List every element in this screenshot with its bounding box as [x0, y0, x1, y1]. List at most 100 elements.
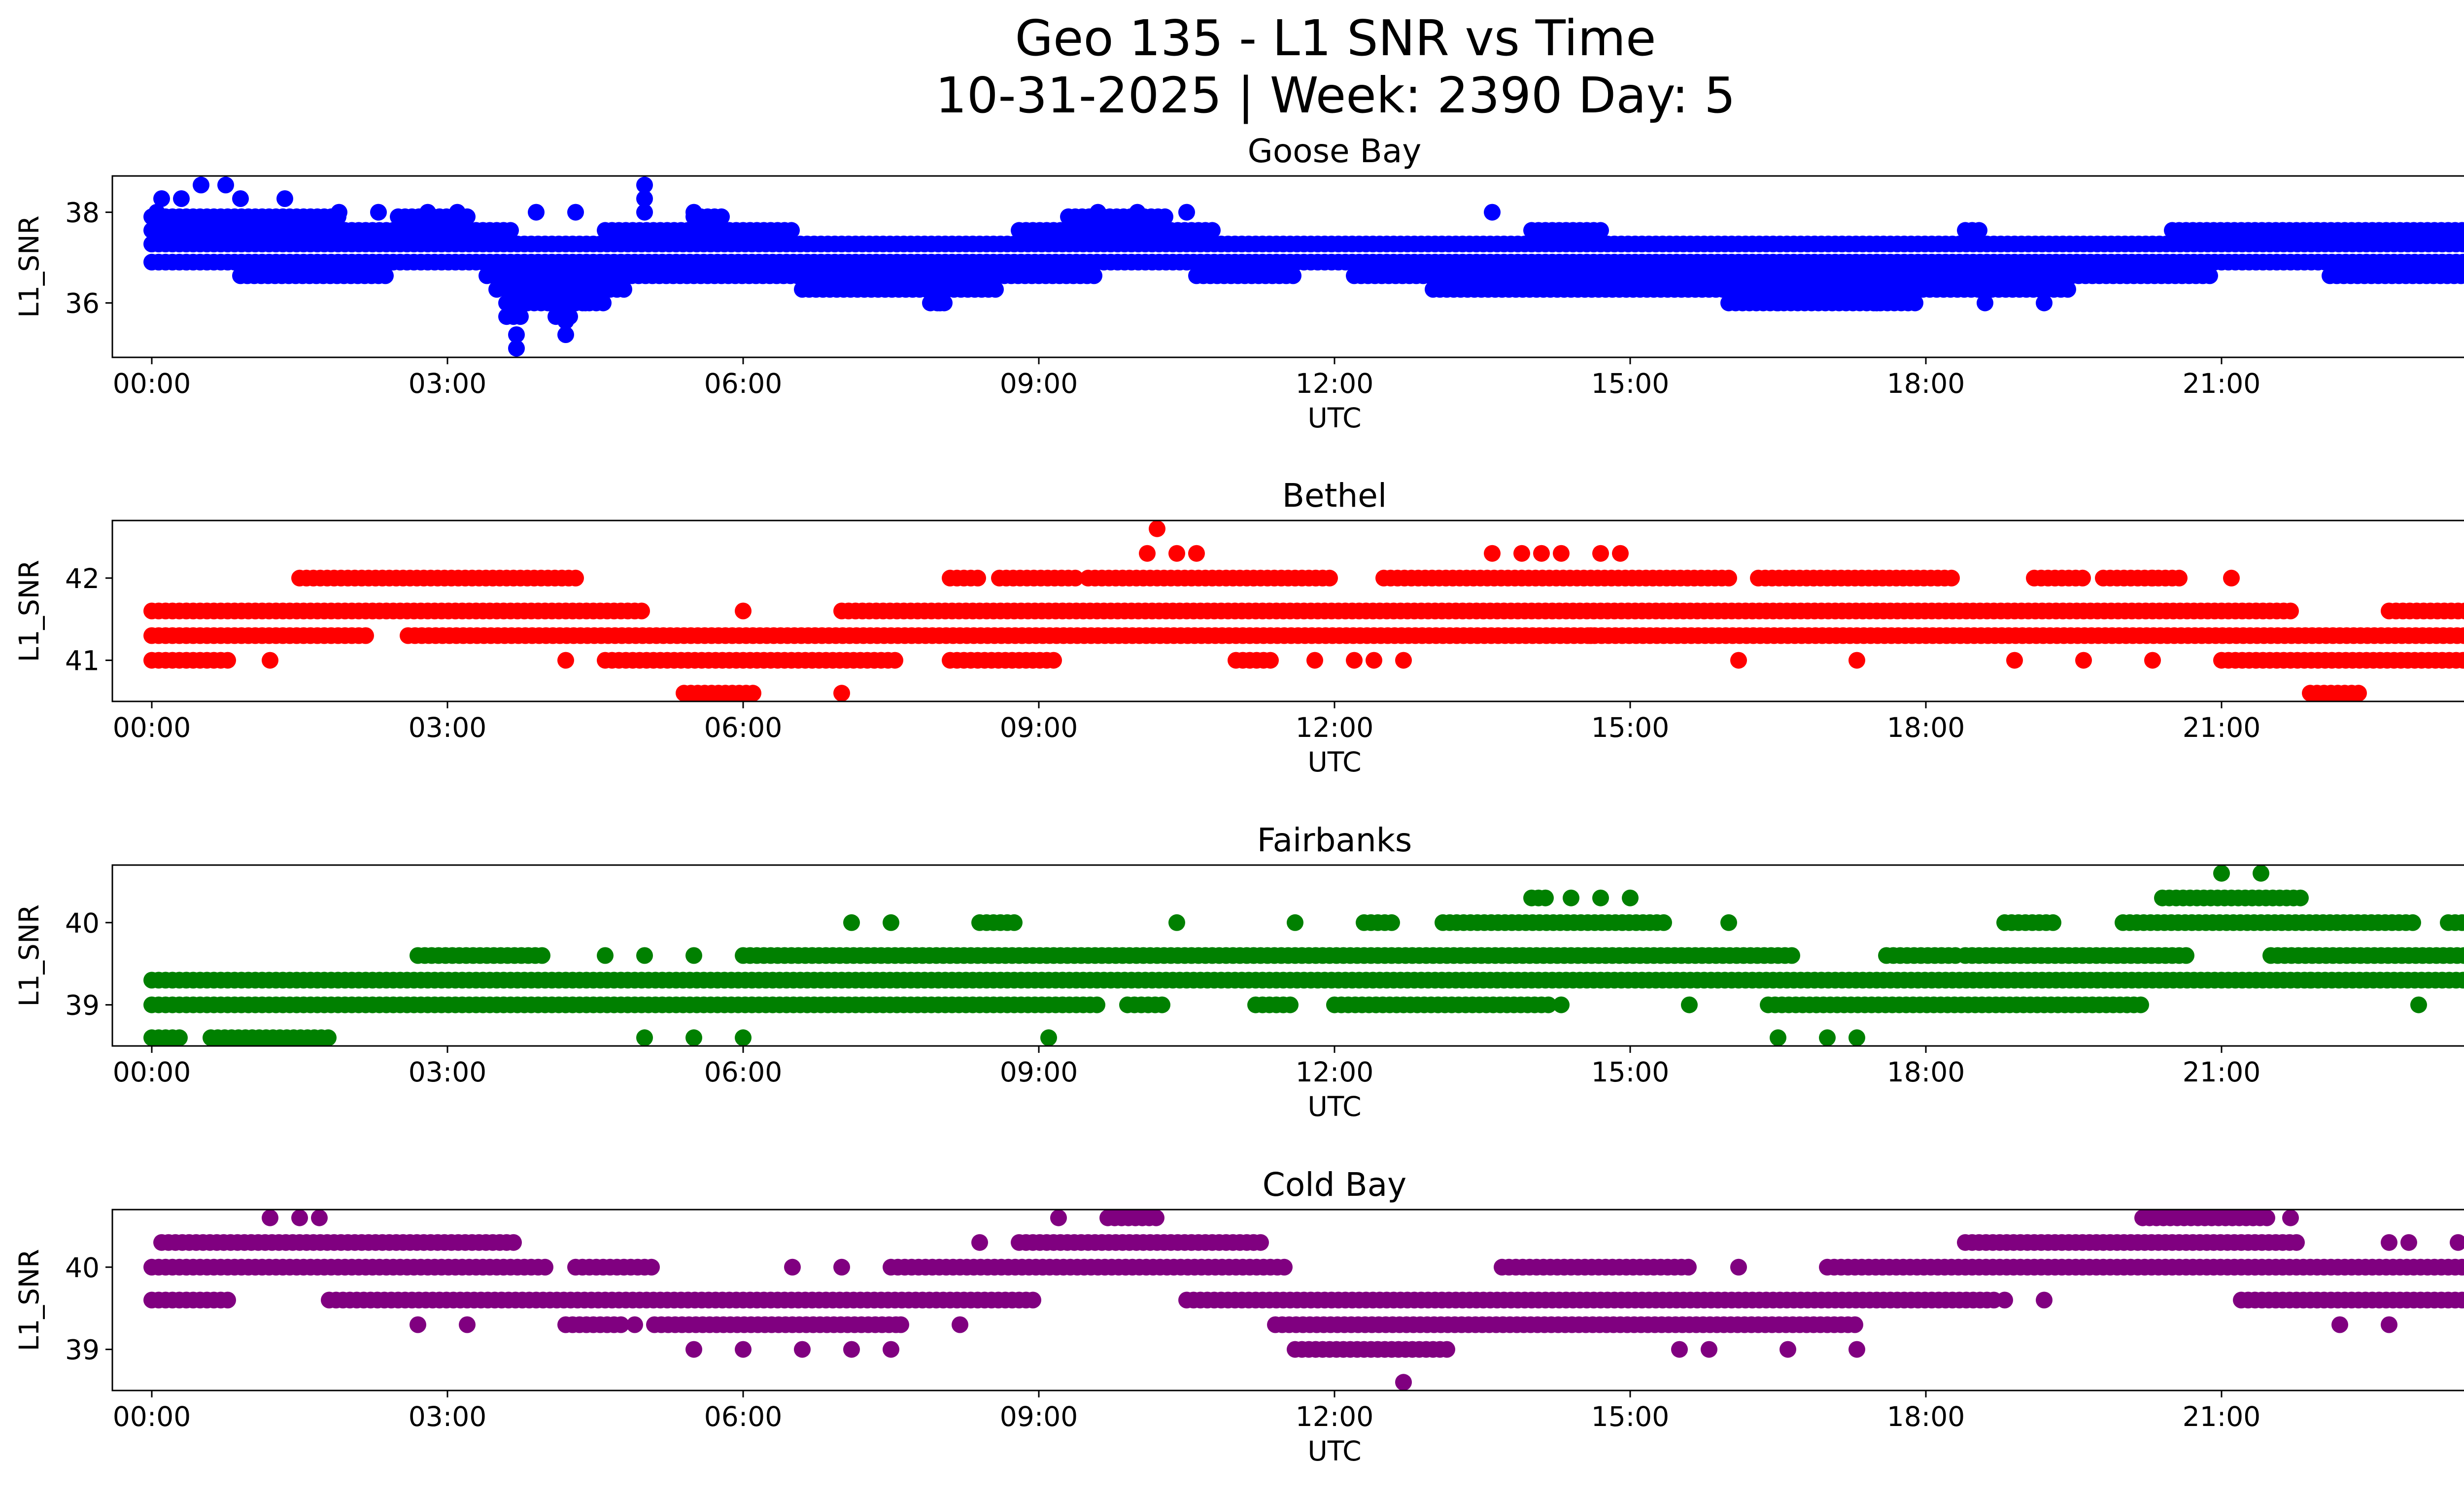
- data-point: [2331, 1316, 2348, 1333]
- subplot-title: Fairbanks: [1257, 821, 1412, 859]
- data-point: [2461, 1293, 2464, 1307]
- data-point: [1730, 1258, 1747, 1276]
- data-point: [2171, 569, 2188, 587]
- data-point: [595, 294, 612, 312]
- data-point: [1484, 204, 1501, 221]
- x-tick-label: 03:00: [409, 368, 487, 399]
- data-point: [969, 569, 986, 587]
- data-point: [843, 914, 860, 931]
- data-point: [636, 1029, 653, 1046]
- data-point: [597, 947, 614, 964]
- data-point: [1346, 652, 1363, 669]
- subplots-group: Goose Bay 00:00 03:00 06:00 09:00 12:00 15:00 1…: [13, 132, 2464, 1467]
- x-tick-label: 06:00: [704, 1401, 783, 1432]
- data-point: [1671, 1341, 1688, 1358]
- x-tick-label: 21:00: [2183, 1401, 2261, 1432]
- subplot-title: Bethel: [1282, 477, 1387, 515]
- data-point: [1006, 914, 1023, 931]
- x-tick-label: 00:00: [113, 712, 191, 743]
- data-point: [892, 1316, 909, 1333]
- data-point: [2461, 916, 2464, 930]
- data-point: [1188, 545, 1205, 562]
- data-point: [613, 1316, 629, 1333]
- data-point: [577, 294, 594, 312]
- x-tick-label: 21:00: [2183, 712, 2261, 743]
- data-point: [557, 313, 574, 330]
- data-point: [557, 326, 574, 343]
- x-tick-label: 15:00: [1591, 1401, 1670, 1432]
- data-point: [1438, 1341, 1455, 1358]
- data-point: [1592, 889, 1609, 906]
- data-point: [1592, 222, 1609, 239]
- data-point: [685, 1029, 702, 1046]
- data-point: [1977, 294, 1993, 312]
- data-point: [1847, 1316, 1863, 1333]
- y-tick-label: 38: [65, 197, 100, 229]
- data-point: [1680, 1258, 1697, 1276]
- data-point: [2144, 569, 2161, 587]
- data-point: [1513, 545, 1530, 562]
- data-point: [1484, 545, 1501, 562]
- data-point: [2132, 996, 2149, 1013]
- data-point: [1366, 652, 1382, 669]
- data-point: [1553, 996, 1570, 1013]
- x-tick-label: 15:00: [1591, 712, 1670, 743]
- data-point: [794, 1341, 811, 1358]
- data-point: [2253, 865, 2269, 882]
- x-axis-label: UTC: [1307, 402, 1361, 434]
- data-point: [2259, 1210, 2275, 1226]
- data-point: [1533, 545, 1550, 562]
- data-point: [2462, 974, 2464, 986]
- data-point: [311, 1210, 328, 1226]
- data-point: [1086, 267, 1102, 284]
- data-point: [459, 1316, 476, 1333]
- data-point: [626, 1316, 643, 1333]
- figure-title-line2: 10-31-2025 | Week: 2390 Day: 5: [935, 67, 1735, 124]
- data-point: [171, 1029, 188, 1046]
- y-tick-label: 36: [65, 288, 100, 319]
- data-point: [932, 294, 949, 312]
- x-tick-label: 18:00: [1887, 712, 1965, 743]
- data-point: [1395, 1374, 1412, 1391]
- data-point: [2059, 281, 2076, 298]
- data-point: [2404, 914, 2421, 931]
- x-tick-label: 06:00: [704, 368, 783, 399]
- data-point: [2036, 1291, 2053, 1309]
- data-point: [1067, 569, 1084, 587]
- data-point: [2463, 630, 2464, 641]
- subplot-4: Cold Bay 00:00 03:00 06:00 09:00 12:00 15:00 18…: [13, 1166, 2464, 1467]
- data-point: [567, 569, 584, 587]
- data-point: [833, 1258, 850, 1276]
- data-point: [502, 222, 519, 239]
- subplot-3: Fairbanks 00:00 03:00 06:00 09:00 12:00 15:00 1…: [13, 821, 2464, 1122]
- data-point: [883, 1341, 899, 1358]
- series-markers: [143, 521, 2464, 701]
- y-tick-label: 39: [65, 1334, 100, 1366]
- data-point: [2213, 865, 2230, 882]
- data-point: [2456, 947, 2464, 964]
- data-point: [512, 308, 529, 325]
- data-point: [370, 204, 387, 221]
- data-point: [2036, 294, 2053, 312]
- data-point: [1285, 267, 1301, 284]
- data-point: [377, 267, 394, 284]
- data-point: [2455, 972, 2464, 989]
- x-tick-label: 03:00: [409, 712, 487, 743]
- data-point: [449, 204, 466, 221]
- data-point: [952, 1316, 968, 1333]
- data-point: [685, 947, 702, 964]
- data-point: [1040, 1029, 1057, 1046]
- data-point: [567, 204, 584, 221]
- data-point: [217, 176, 234, 194]
- data-point: [508, 340, 525, 357]
- data-point: [713, 208, 730, 225]
- data-point: [2454, 1291, 2464, 1309]
- x-axis-label: UTC: [1307, 746, 1361, 778]
- data-point: [1971, 222, 1987, 239]
- x-tick-label: 12:00: [1296, 1056, 1374, 1088]
- data-point: [2462, 256, 2464, 268]
- y-tick-label: 40: [65, 1252, 100, 1284]
- data-point: [2350, 685, 2367, 701]
- data-point: [528, 204, 545, 221]
- data-point: [1720, 914, 1737, 931]
